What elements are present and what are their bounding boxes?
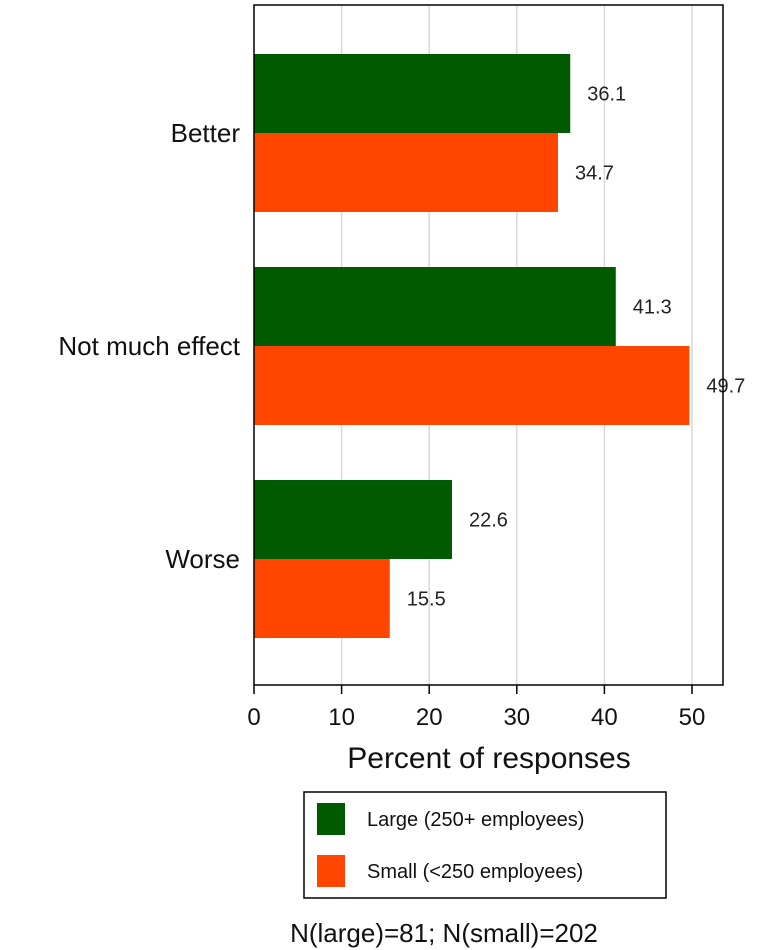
plot-border — [253, 4, 724, 686]
category-labels: Better Not much effect Worse — [58, 118, 240, 574]
category-label: Not much effect — [58, 331, 240, 361]
data-label: 49.7 — [706, 376, 745, 398]
data-label: 41.3 — [633, 297, 672, 319]
legend-label-large: Large (250+ employees) — [367, 809, 584, 831]
legend-box — [303, 791, 667, 899]
data-label: 36.1 — [587, 84, 626, 106]
bar-large-better — [254, 54, 571, 133]
category-label: Worse — [165, 544, 240, 574]
x-tick-label: 50 — [679, 704, 706, 731]
bars: 36.1 34.7 41.3 49.7 22.6 15.5 — [254, 54, 745, 638]
plot-frame — [253, 4, 724, 686]
x-tick-label: 30 — [503, 704, 530, 731]
data-label: 34.7 — [575, 163, 614, 185]
legend: Large (250+ employees) Small (<250 employ… — [303, 791, 667, 899]
x-axis: 0 10 20 30 40 50 — [247, 685, 705, 731]
category-label: Better — [171, 118, 241, 148]
bar-small-not-much-effect — [254, 346, 690, 425]
data-label: 22.6 — [469, 510, 508, 532]
legend-swatch-large — [317, 803, 345, 835]
sample-size-note: N(large)=81; N(small)=202 — [290, 918, 598, 948]
x-axis-title: Percent of responses — [347, 742, 631, 775]
x-tick-label: 0 — [247, 704, 260, 731]
bar-small-better — [254, 133, 558, 212]
legend-label-small: Small (<250 employees) — [367, 861, 583, 883]
legend-swatch-small — [317, 855, 345, 887]
bar-large-worse — [254, 480, 452, 559]
x-tick-label: 40 — [591, 704, 618, 731]
bar-small-worse — [254, 559, 390, 638]
x-tick-label: 10 — [328, 704, 355, 731]
data-label: 15.5 — [407, 589, 446, 611]
x-tick-label: 20 — [416, 704, 443, 731]
bar-large-not-much-effect — [254, 267, 616, 346]
